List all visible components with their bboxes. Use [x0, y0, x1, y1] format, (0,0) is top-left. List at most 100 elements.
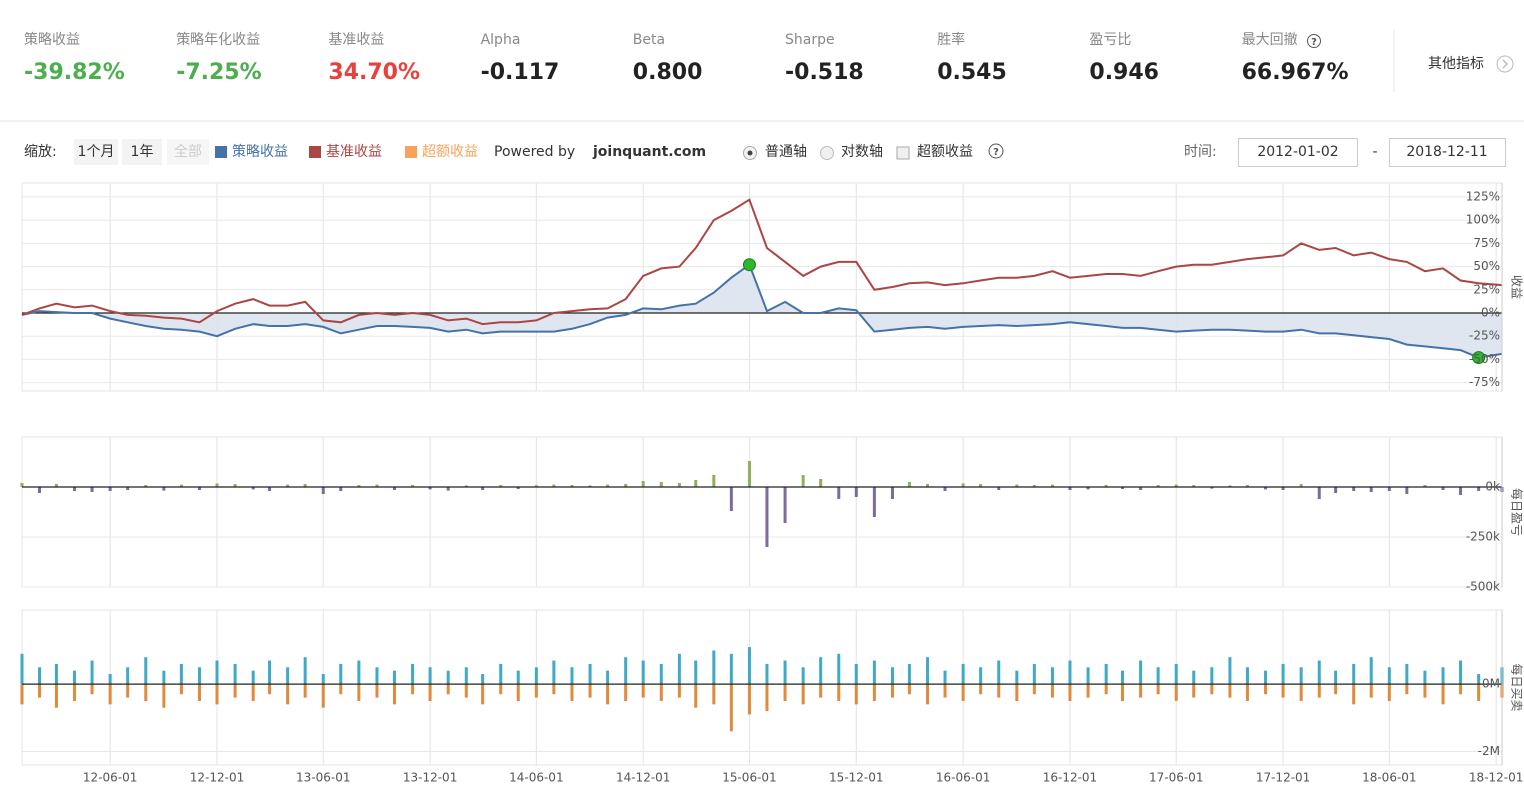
bar [1352, 487, 1356, 491]
bar [1032, 663, 1036, 685]
bar [588, 663, 592, 685]
bar [1121, 684, 1125, 701]
bar [641, 684, 645, 698]
zoom-option[interactable]: 全部 [174, 143, 202, 160]
bar [677, 483, 681, 487]
time-label: 时间: [1184, 144, 1217, 160]
bar [108, 487, 112, 491]
bar [38, 667, 42, 685]
legend-swatch [405, 146, 417, 158]
checkbox[interactable] [896, 146, 910, 160]
bar [1317, 660, 1321, 685]
x-tick-label: 14-06-01 [509, 771, 563, 785]
bar [1015, 684, 1019, 701]
bar [659, 684, 663, 701]
bar [321, 684, 325, 708]
bar [783, 684, 787, 701]
x-tick-label: 16-12-01 [1043, 771, 1097, 785]
bar [979, 484, 983, 487]
date-input[interactable] [1238, 138, 1358, 167]
bar [1264, 684, 1268, 695]
bar [1264, 670, 1268, 685]
metric-value: -0.518 [785, 60, 864, 85]
bar [1228, 485, 1232, 487]
bar [1245, 667, 1249, 685]
bar [890, 684, 894, 698]
bar [659, 663, 663, 685]
bar [765, 663, 769, 685]
bar [1423, 670, 1427, 685]
end-date[interactable]: 2018-12-11 [1406, 144, 1487, 160]
bar [1441, 684, 1445, 705]
zoom-button[interactable] [167, 139, 209, 165]
bar [268, 660, 272, 685]
metric-label: Beta [633, 32, 665, 48]
chevron-icon[interactable] [1496, 55, 1514, 73]
help-icon[interactable] [988, 143, 1004, 159]
other-metrics[interactable]: 其他指标 [1428, 56, 1484, 72]
help-icon[interactable] [1307, 34, 1321, 48]
zoom-option[interactable]: 1年 [131, 144, 154, 160]
bar [126, 667, 130, 685]
y-tick-label: 25% [1473, 282, 1500, 296]
bar [1050, 484, 1054, 487]
bar [1405, 684, 1409, 695]
bar [1210, 667, 1214, 685]
bar [1423, 684, 1427, 698]
excess-toggle[interactable]: 超额收益 [917, 144, 973, 160]
bar [108, 684, 112, 705]
bar [1086, 487, 1090, 490]
area [22, 264, 1502, 358]
bar [90, 660, 94, 685]
bar [233, 684, 237, 698]
zoom-button[interactable] [122, 139, 162, 165]
x-tick-label: 12-06-01 [83, 771, 137, 785]
bar [38, 684, 42, 698]
bar [606, 684, 610, 705]
bar [624, 657, 628, 685]
y-tick-label: -75% [1469, 375, 1500, 389]
line [21, 198, 1503, 326]
bar [516, 487, 520, 489]
start-date[interactable]: 2012-01-02 [1257, 144, 1338, 160]
bar [1174, 484, 1178, 487]
date-input[interactable] [1389, 138, 1506, 167]
bar [126, 684, 130, 698]
legend-label[interactable]: 超额收益 [422, 144, 478, 160]
bar [1245, 684, 1249, 701]
bar [712, 650, 716, 685]
bar [233, 484, 237, 487]
bar [1139, 684, 1143, 698]
bar [1264, 487, 1268, 490]
bar [979, 684, 983, 695]
axis-option[interactable]: 普通轴 [765, 144, 807, 160]
bar [534, 684, 538, 698]
bar [1387, 667, 1391, 685]
bar [1405, 487, 1409, 494]
charts: 125% 100% 75% 50% 25% 0% -25% -50% -75% 收益 0k -250k… [20, 182, 1524, 785]
bar [1352, 663, 1356, 685]
bar [890, 667, 894, 685]
bar [1459, 487, 1463, 495]
bar [872, 487, 876, 517]
radio[interactable] [820, 146, 834, 160]
bar [1156, 684, 1160, 695]
bar [251, 670, 255, 685]
bar [694, 684, 698, 708]
bar [464, 667, 468, 685]
legend-label[interactable]: 策略收益 [232, 143, 288, 160]
y-tick-label: 0M [1482, 677, 1500, 691]
bar [1441, 667, 1445, 685]
bar [428, 487, 432, 490]
bar [286, 484, 290, 487]
zoom-button[interactable] [74, 139, 118, 165]
bar [339, 684, 343, 695]
axis-option[interactable]: 对数轴 [841, 144, 883, 160]
bar [411, 485, 415, 487]
y-tick-label: -500k [1466, 580, 1500, 594]
zoom-option[interactable]: 1个月 [78, 144, 115, 160]
bar [570, 667, 574, 685]
bar [552, 684, 556, 695]
bar [179, 663, 183, 685]
legend-label[interactable]: 基准收益 [326, 143, 382, 160]
